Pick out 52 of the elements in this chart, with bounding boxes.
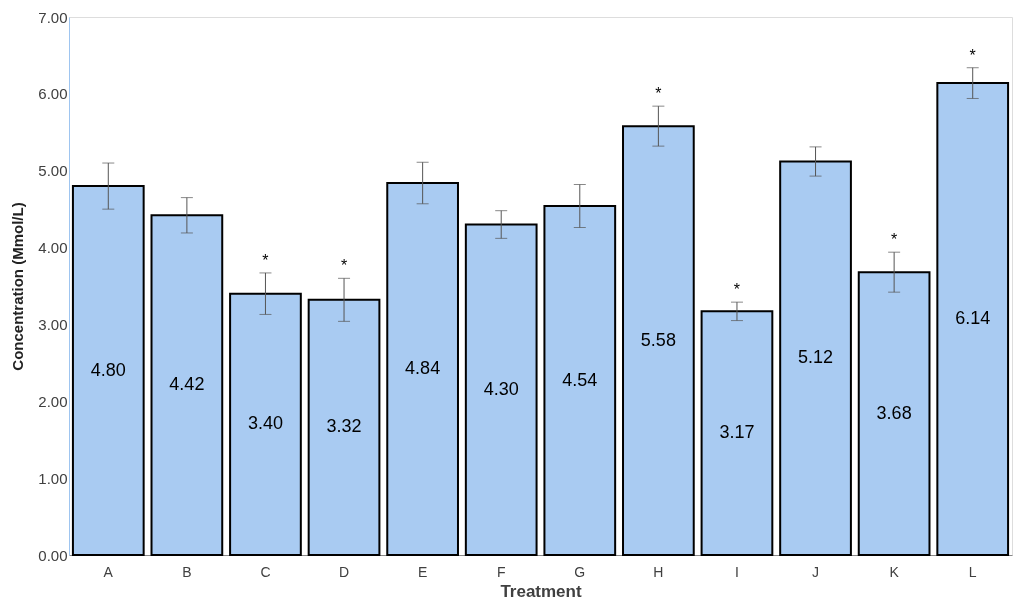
y-tick-label: 2.00 xyxy=(38,392,68,410)
x-tick-label: H xyxy=(653,563,664,580)
y-tick-label: 4.00 xyxy=(38,239,68,257)
bar xyxy=(779,160,852,556)
x-tick-label: C xyxy=(260,563,271,580)
bar xyxy=(700,310,774,556)
y-tick-label: 7.00 xyxy=(38,8,68,26)
x-tick-label: G xyxy=(574,563,586,580)
bar xyxy=(150,214,224,556)
y-tick-label: 6.00 xyxy=(38,85,68,103)
y-tick-label: 3.00 xyxy=(38,315,68,333)
data-label: 4.80 xyxy=(90,359,126,380)
bar xyxy=(71,185,145,556)
annotation: * xyxy=(891,231,898,249)
x-axis-title: Treatment xyxy=(500,581,582,601)
y-tick-label: 0.00 xyxy=(38,546,68,564)
x-tick-label: I xyxy=(735,563,739,580)
data-label: 3.68 xyxy=(876,402,912,423)
data-label: 3.40 xyxy=(247,413,283,434)
x-tick-label: A xyxy=(103,563,114,580)
bar xyxy=(229,292,302,556)
bar xyxy=(622,125,695,556)
x-tick-label: J xyxy=(812,563,820,580)
data-label: 3.32 xyxy=(326,416,362,437)
bar xyxy=(464,223,538,556)
data-label: 4.42 xyxy=(169,374,205,395)
annotation: * xyxy=(655,85,662,103)
x-tick-label: L xyxy=(968,563,977,580)
bar xyxy=(307,298,381,556)
data-label: 3.17 xyxy=(719,422,755,443)
bar xyxy=(857,271,931,556)
data-label: 6.14 xyxy=(955,308,991,329)
annotation: * xyxy=(340,257,348,275)
annotation: * xyxy=(733,281,741,299)
x-tick-label: E xyxy=(417,563,428,580)
y-axis-title: Concentration (Mmol/L) xyxy=(9,202,27,371)
x-tick-label: D xyxy=(338,563,350,580)
y-tick-label: 5.00 xyxy=(38,162,68,180)
data-label: 5.58 xyxy=(640,329,676,350)
data-label: 4.54 xyxy=(562,369,598,390)
x-tick-label: K xyxy=(889,563,900,580)
bar xyxy=(386,182,459,556)
y-tick-label: 1.00 xyxy=(38,469,68,487)
annotation: * xyxy=(969,46,976,64)
annotation: * xyxy=(262,251,269,269)
data-label: 4.84 xyxy=(405,358,441,379)
data-label: 4.30 xyxy=(483,378,519,399)
x-tick-label: F xyxy=(496,563,506,580)
x-tick-label: B xyxy=(182,563,192,580)
bar xyxy=(543,205,617,556)
data-label: 5.12 xyxy=(798,347,834,368)
bar xyxy=(936,82,1010,556)
